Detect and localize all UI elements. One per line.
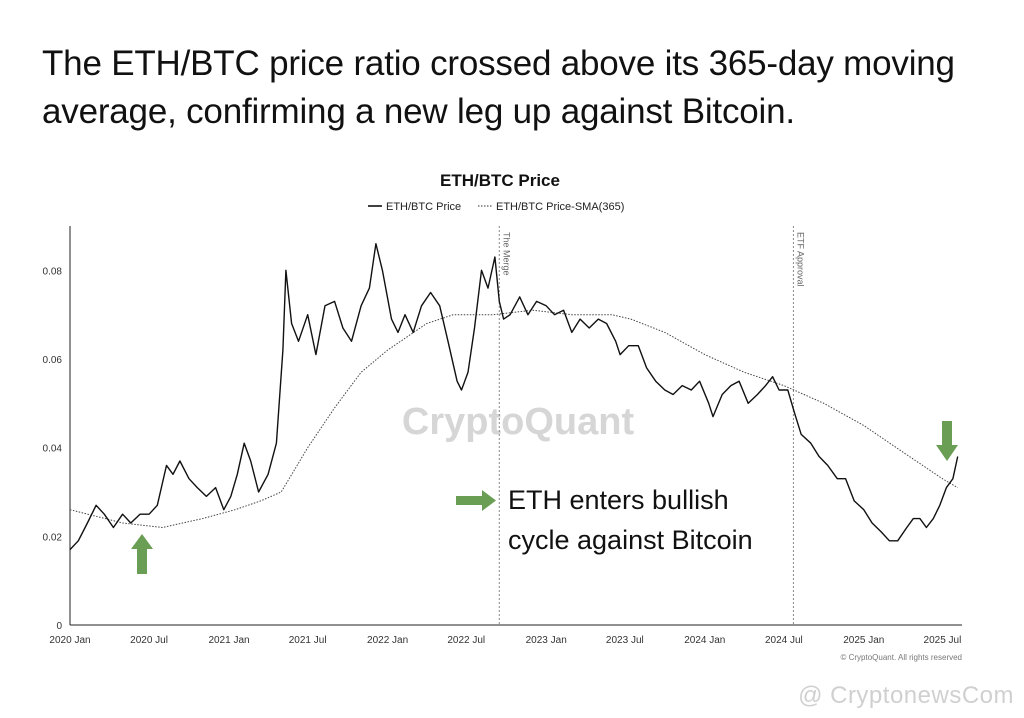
- y-tick-label: 0.04: [43, 444, 63, 455]
- annotation-line-2: cycle against Bitcoin: [508, 525, 753, 555]
- arrow-right-shaft: [456, 496, 482, 505]
- copyright-text: © CryptoQuant. All rights reserved: [841, 653, 963, 662]
- cryptonews-watermark: @ CryptonewsCom: [798, 682, 1014, 709]
- cryptoquant-watermark: CryptoQuant: [402, 401, 635, 443]
- x-tick-label: 2024 Jan: [684, 635, 725, 646]
- arrow-up-shaft: [137, 548, 147, 574]
- y-tick-label: 0.08: [43, 266, 63, 277]
- event-marker-label: ETF Approval: [795, 232, 805, 287]
- sma-series-line: [69, 309, 958, 529]
- x-tick-label: 2020 Jan: [49, 635, 90, 646]
- price-series-line: [69, 242, 959, 551]
- x-tick-label: 2021 Jan: [208, 635, 249, 646]
- plot-area: 0 0.02 0.04 0.06 0.08 2020 Jan 2020 Jul 2021 Ja…: [43, 226, 962, 646]
- legend-label-price: ETH/BTC Price: [386, 201, 461, 213]
- x-tick-label: 2021 Jul: [289, 635, 327, 646]
- x-tick-label: 2023 Jan: [526, 635, 567, 646]
- legend-label-sma: ETH/BTC Price-SMA(365): [496, 201, 624, 213]
- x-tick-label: 2024 Jul: [765, 635, 803, 646]
- arrow-down-shaft: [942, 421, 952, 446]
- event-marker-label: The Merge: [501, 232, 511, 276]
- x-tick-label: 2025 Jan: [843, 635, 884, 646]
- x-tick-label: 2022 Jan: [367, 635, 408, 646]
- chart-title: ETH/BTC Price: [440, 171, 560, 190]
- arrow-down-marker: [936, 421, 958, 461]
- x-tick-label: 2022 Jul: [447, 635, 485, 646]
- arrow-up-marker: [131, 534, 153, 574]
- y-tick-label: 0.02: [43, 532, 63, 543]
- arrow-up-icon: [131, 534, 153, 549]
- y-tick-label: 0: [56, 621, 62, 632]
- annotation-line-1: ETH enters bullish: [508, 485, 729, 515]
- annotation-text: ETH enters bullish cycle against Bitcoin: [508, 480, 753, 560]
- x-tick-label: 2020 Jul: [130, 635, 168, 646]
- x-tick-label: 2023 Jul: [606, 635, 644, 646]
- chart-legend: ETH/BTC Price ETH/BTC Price-SMA(365): [368, 201, 624, 213]
- annotation-arrow-left: [456, 490, 496, 511]
- x-tick-label: 2025 Jul: [924, 635, 962, 646]
- arrow-down-icon: [936, 445, 958, 461]
- page-headline: The ETH/BTC price ratio crossed above it…: [42, 44, 955, 131]
- y-tick-label: 0.06: [43, 355, 63, 366]
- arrow-right-icon: [482, 490, 496, 511]
